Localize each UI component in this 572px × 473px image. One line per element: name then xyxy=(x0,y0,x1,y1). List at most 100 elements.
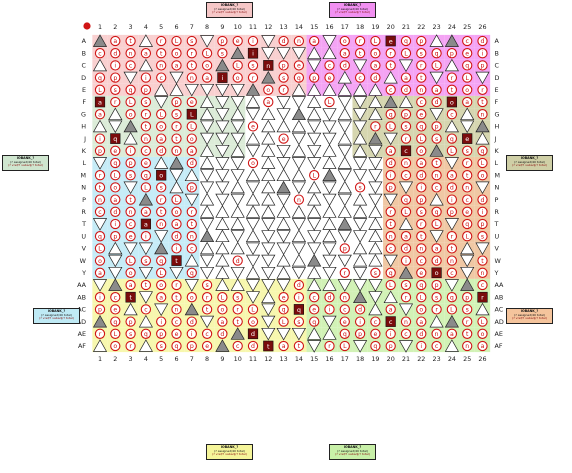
pin-pad[interactable]: a xyxy=(156,292,167,303)
pin-pad[interactable]: e xyxy=(171,328,182,339)
pin-pad[interactable]: r xyxy=(186,48,197,59)
pin-triangle-up[interactable] xyxy=(368,107,383,121)
pin-pad[interactable]: q xyxy=(94,72,106,83)
pin-pad[interactable]: q xyxy=(400,35,412,47)
pin-pad[interactable]: p xyxy=(186,182,197,193)
pin-triangle-up[interactable] xyxy=(322,83,337,96)
pin-triangle-up[interactable] xyxy=(276,217,291,230)
pin-block[interactable]: c xyxy=(400,145,412,157)
pin-pad[interactable]: d xyxy=(416,170,427,181)
pin-triangle-down[interactable] xyxy=(261,242,276,256)
pin-pad[interactable]: a xyxy=(217,316,228,327)
pin-triangle-down[interactable] xyxy=(261,35,276,48)
pin-pad[interactable]: t xyxy=(431,157,442,169)
pin-triangle-up[interactable] xyxy=(353,192,368,206)
pin-triangle-up[interactable] xyxy=(398,95,414,108)
pin-triangle-down[interactable] xyxy=(337,169,352,182)
pin-pad[interactable]: o xyxy=(462,84,473,95)
pin-pad[interactable]: i xyxy=(140,231,152,242)
pin-pad[interactable]: a xyxy=(416,316,427,327)
pin-triangle-down[interactable] xyxy=(261,266,276,280)
pin-triangle-down[interactable] xyxy=(154,96,169,109)
pin-pad[interactable]: t xyxy=(156,48,167,59)
pin-pad[interactable]: L xyxy=(156,267,167,278)
pin-triangle-down[interactable] xyxy=(444,157,459,170)
pin-pad[interactable]: L xyxy=(462,231,473,242)
pin-triangle-down[interactable] xyxy=(245,242,261,256)
pin-pad[interactable]: a xyxy=(186,145,197,156)
pin-pad[interactable]: t xyxy=(94,182,106,193)
pin-triangle-down[interactable] xyxy=(398,181,414,195)
pin-triangle-down[interactable] xyxy=(291,218,306,231)
pin-pad[interactable]: e xyxy=(462,48,473,59)
bank-box-left-lower[interactable]: IOBANK_? (? assigned/40 total) (? vref/?… xyxy=(33,308,80,324)
pin-pad[interactable]: t xyxy=(385,60,396,71)
pin-pad[interactable]: c xyxy=(400,328,412,339)
pin-triangle-down[interactable] xyxy=(337,96,352,109)
pin-pad[interactable]: p xyxy=(110,72,121,83)
pin-triangle-up[interactable] xyxy=(475,302,490,316)
pin-pad[interactable]: i xyxy=(446,194,458,205)
pin-pad[interactable]: i xyxy=(156,316,167,327)
pin-triangle-down[interactable] xyxy=(291,132,306,146)
pin-triangle-up[interactable] xyxy=(169,180,184,194)
pin-triangle-down[interactable] xyxy=(108,120,123,134)
pin-triangle-down[interactable] xyxy=(230,157,245,170)
pin-triangle-up[interactable] xyxy=(307,327,322,340)
pin-triangle-down[interactable] xyxy=(276,144,291,158)
pin-pad[interactable]: L xyxy=(247,304,259,315)
pin-pad[interactable]: n xyxy=(140,133,152,144)
pin-triangle-down[interactable] xyxy=(322,266,337,280)
pin-pad[interactable]: s xyxy=(354,182,366,193)
pin-pad[interactable]: t xyxy=(156,206,167,217)
pin-pad[interactable]: e xyxy=(247,121,259,132)
pin-pad[interactable]: q xyxy=(339,328,350,339)
pin-pad[interactable]: r xyxy=(278,84,289,95)
pin-triangle-up[interactable] xyxy=(337,205,352,218)
pin-pad[interactable]: c xyxy=(416,255,427,266)
pin-triangle-down[interactable] xyxy=(322,315,337,329)
pin-pad[interactable]: n xyxy=(431,170,442,181)
pin-triangle-up[interactable] xyxy=(291,205,306,218)
pin-pad[interactable]: n xyxy=(431,328,442,339)
pin-triangle-up[interactable] xyxy=(322,205,337,218)
pin-pad[interactable]: n xyxy=(477,109,488,120)
pin-triangle-down[interactable] xyxy=(429,108,444,121)
pin-pad[interactable]: L xyxy=(400,206,412,217)
pin-triangle-up[interactable] xyxy=(261,290,276,304)
pin-triangle-down[interactable] xyxy=(230,193,245,207)
pin-triangle-up[interactable] xyxy=(200,229,215,243)
pin-pad[interactable]: i xyxy=(354,316,366,327)
pin-triangle-down[interactable] xyxy=(398,303,414,317)
pin-pad[interactable]: t xyxy=(354,48,366,59)
pin-pad[interactable]: s xyxy=(431,292,442,303)
pin-triangle-down[interactable] xyxy=(138,266,153,280)
pin-triangle-up[interactable] xyxy=(261,144,276,157)
pin-pad[interactable]: p xyxy=(354,328,366,339)
pin-block[interactable]: i xyxy=(217,72,228,83)
pin-pad[interactable]: o xyxy=(477,170,488,181)
pin-triangle-down[interactable] xyxy=(444,279,459,292)
pin-pad[interactable]: p xyxy=(385,182,396,193)
pin-triangle-down[interactable] xyxy=(307,59,322,73)
pin-pad[interactable]: r xyxy=(171,121,182,132)
pin-triangle-up[interactable] xyxy=(475,131,490,145)
pin-pad[interactable]: L xyxy=(309,170,320,181)
pin-pad[interactable]: L xyxy=(339,340,350,352)
pin-triangle-up[interactable] xyxy=(261,192,276,206)
pin-pad[interactable]: r xyxy=(232,304,243,315)
pin-triangle-down[interactable] xyxy=(307,242,322,256)
pin-pad[interactable]: t xyxy=(416,231,427,242)
pin-pad[interactable]: d xyxy=(110,48,121,59)
pin-triangle-up[interactable] xyxy=(460,278,475,291)
pin-pad[interactable]: q xyxy=(110,316,121,327)
pin-triangle-down[interactable] xyxy=(261,218,276,231)
pin-triangle-up[interactable] xyxy=(92,339,108,352)
pin-triangle-up[interactable] xyxy=(368,217,383,230)
pin-pad[interactable]: t xyxy=(232,316,243,327)
pin-triangle-down[interactable] xyxy=(169,266,184,280)
pin-block[interactable]: n xyxy=(263,60,274,71)
pin-pad[interactable]: p xyxy=(156,328,167,339)
pin-pad[interactable]: L xyxy=(477,157,488,169)
pin-pad[interactable]: t xyxy=(125,194,136,205)
